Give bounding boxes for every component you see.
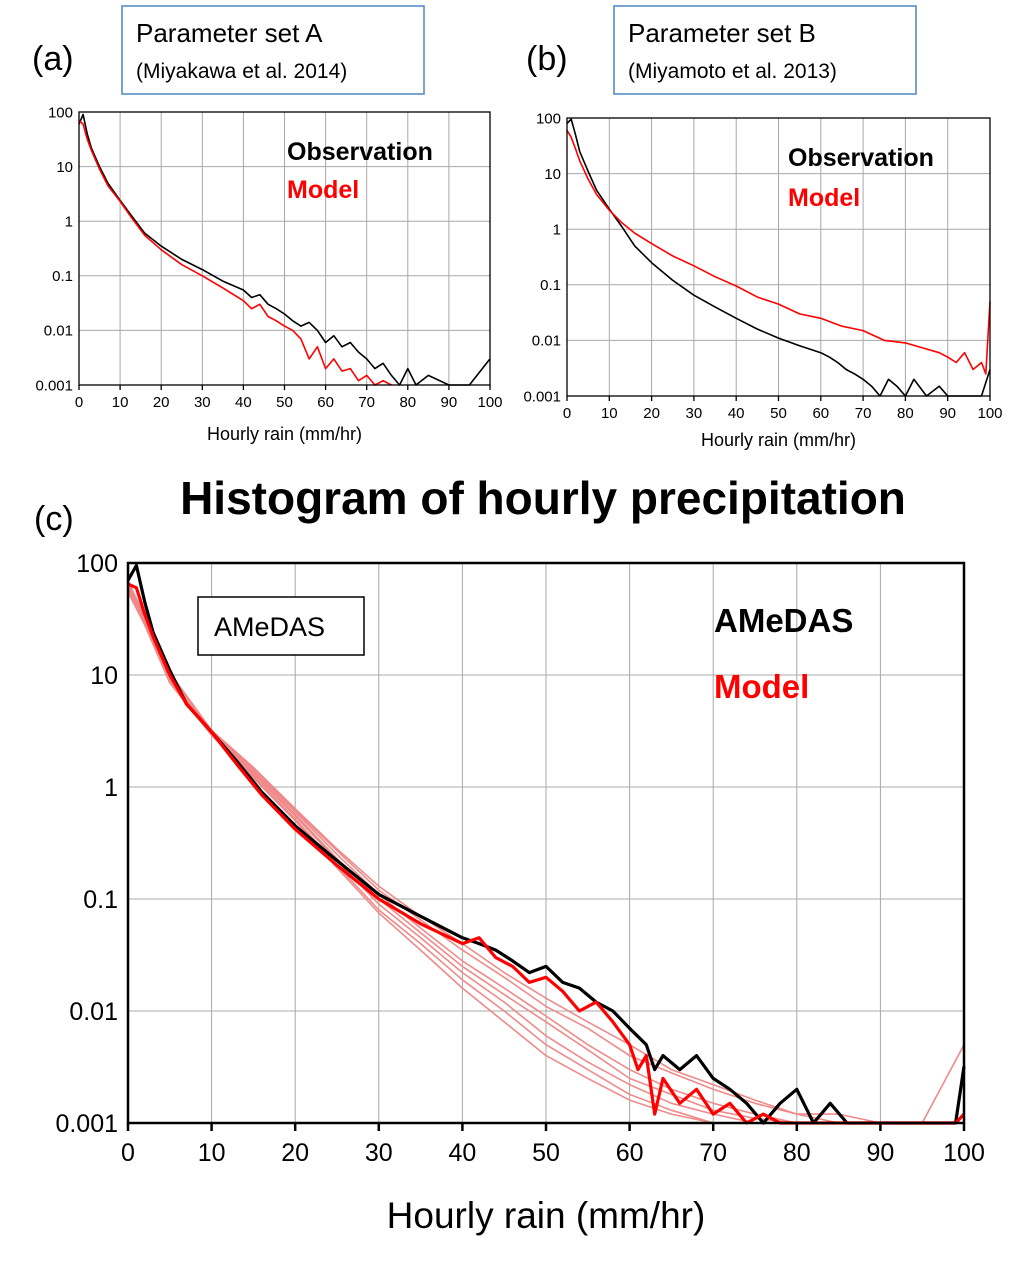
x-tick-label-a-2: 20 — [153, 394, 170, 411]
x-tick-label-a-0: 0 — [75, 394, 83, 411]
x-tick-label-c-4: 40 — [448, 1139, 476, 1167]
legend-c-amedas: AMeDAS — [714, 602, 853, 639]
y-tick-label-c-4: 0.01 — [69, 998, 118, 1026]
y-tick-label-b-5: 0.001 — [523, 388, 561, 405]
y-tick-label-a-3: 0.1 — [52, 268, 73, 285]
x-tick-label-a-9: 90 — [441, 394, 458, 411]
x-tick-label-b-9: 90 — [939, 405, 956, 422]
param-box-a-line1: Parameter set A — [136, 18, 323, 48]
x-axis-label-a: Hourly rain (mm/hr) — [207, 424, 362, 444]
y-tick-label-c-0: 100 — [76, 550, 118, 578]
series-line-b-model — [566, 129, 991, 375]
x-tick-label-c-2: 20 — [281, 1139, 309, 1167]
y-tick-label-b-2: 1 — [553, 221, 561, 238]
chart-panel-b: 0 10 20 30 40 50 60 70 80 90 100 100 10 1 0.1 0.01 0.001… — [523, 110, 1002, 450]
param-box-a — [121, 5, 425, 95]
param-box-b-line2: (Miyamoto et al. 2013) — [628, 60, 837, 83]
x-axis-label-c: Hourly rain (mm/hr) — [387, 1195, 706, 1236]
x-tick-label-a-4: 40 — [235, 394, 252, 411]
x-tick-label-c-5: 50 — [532, 1139, 560, 1167]
y-tick-label-b-0: 100 — [536, 110, 561, 127]
series-line-c-model — [127, 582, 966, 1125]
amedas-box — [197, 596, 365, 656]
x-tick-label-c-10: 100 — [943, 1139, 985, 1167]
y-tick-label-a-4: 0.01 — [44, 323, 73, 340]
y-tick-label-b-3: 0.1 — [540, 277, 561, 294]
panel-label-c: (c) — [34, 500, 74, 538]
x-tick-label-b-0: 0 — [563, 405, 571, 422]
x-tick-label-b-10: 100 — [977, 405, 1002, 422]
x-tick-label-a-8: 80 — [399, 394, 416, 411]
y-tick-label-a-2: 1 — [65, 213, 73, 230]
legend-b-observation: Observation — [788, 144, 934, 172]
x-tick-label-c-1: 10 — [198, 1139, 226, 1167]
param-box-a-line2: (Miyakawa et al. 2014) — [136, 60, 347, 83]
x-tick-label-a-7: 70 — [358, 394, 375, 411]
y-tick-label-b-1: 10 — [544, 166, 561, 183]
x-tick-label-c-8: 80 — [783, 1139, 811, 1167]
x-tick-label-b-4: 40 — [728, 405, 745, 422]
y-tick-label-c-2: 1 — [104, 774, 118, 802]
param-box-b-line1: Parameter set B — [628, 18, 816, 48]
ensemble-line-c-4 — [127, 591, 755, 1124]
x-tick-label-b-1: 10 — [601, 405, 618, 422]
y-tick-label-c-1: 10 — [90, 662, 118, 690]
legend-b-model: Model — [788, 184, 860, 212]
chart-panel-c: 0 10 20 30 40 50 60 70 80 90 100 100 10 1 0.1 0.01 0.001… — [55, 550, 984, 1236]
panel-label-a: (a) — [32, 40, 74, 78]
x-tick-label-b-5: 50 — [770, 405, 787, 422]
legend-a-observation: Observation — [287, 138, 433, 166]
x-tick-label-c-0: 0 — [121, 1139, 135, 1167]
legend-c-model: Model — [714, 668, 809, 705]
series-line-a-model — [78, 119, 392, 386]
y-tick-label-b-4: 0.01 — [532, 333, 561, 350]
figure-title: Histogram of hourly precipitation — [180, 472, 906, 524]
x-tick-label-b-6: 60 — [812, 405, 829, 422]
panel-label-b: (b) — [526, 40, 568, 78]
legend-a-model: Model — [287, 176, 359, 204]
x-tick-label-c-3: 30 — [365, 1139, 393, 1167]
y-tick-label-c-3: 0.1 — [83, 886, 118, 914]
x-tick-label-a-3: 30 — [194, 394, 211, 411]
x-axis-label-b: Hourly rain (mm/hr) — [701, 430, 856, 450]
y-tick-label-c-5: 0.001 — [55, 1110, 118, 1138]
chart-panel-a: 0 10 20 30 40 50 60 70 80 90 100 100 10 1 0.1 0.01 0.001… — [35, 104, 502, 444]
ensemble-line-c-6 — [127, 585, 839, 1124]
x-tick-label-c-9: 90 — [866, 1139, 894, 1167]
x-tick-label-c-7: 70 — [699, 1139, 727, 1167]
y-tick-label-a-0: 100 — [48, 104, 73, 121]
y-tick-label-a-5: 0.001 — [35, 377, 73, 394]
x-tick-label-b-2: 20 — [643, 405, 660, 422]
x-tick-label-a-5: 50 — [276, 394, 293, 411]
param-box-b — [613, 5, 917, 95]
y-tick-label-a-1: 10 — [56, 159, 73, 176]
x-tick-label-a-6: 60 — [317, 394, 334, 411]
x-tick-label-b-3: 30 — [686, 405, 703, 422]
ensemble-line-c-3 — [127, 579, 839, 1124]
ensemble-line-c-5 — [127, 583, 881, 1124]
amedas-box-label: AMeDAS — [214, 612, 325, 642]
x-tick-label-c-6: 60 — [616, 1139, 644, 1167]
ensemble-line-c-8 — [127, 581, 965, 1124]
x-tick-label-b-8: 80 — [897, 405, 914, 422]
series-line-b-observation — [566, 118, 991, 397]
x-tick-label-a-10: 100 — [477, 394, 502, 411]
x-tick-label-b-7: 70 — [855, 405, 872, 422]
x-tick-label-a-1: 10 — [112, 394, 129, 411]
